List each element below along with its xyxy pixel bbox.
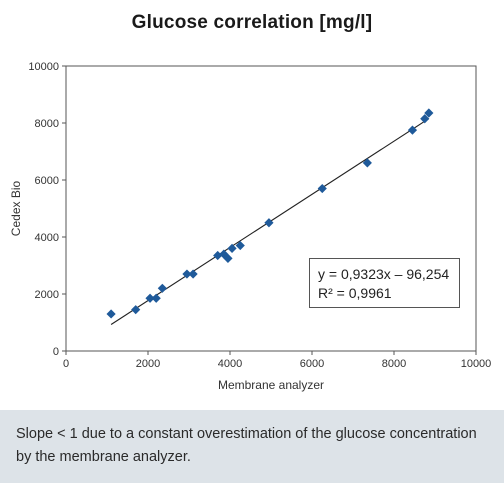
r-squared-value: R² = 0,9961 bbox=[318, 285, 392, 301]
data-point bbox=[188, 269, 198, 279]
y-tick-label: 0 bbox=[53, 346, 59, 358]
caption-panel: Slope < 1 due to a constant overestimati… bbox=[0, 410, 504, 483]
x-tick-label: 8000 bbox=[382, 358, 406, 370]
data-point bbox=[264, 218, 274, 228]
chart-figure: Glucose correlation [mg/l] 0 2000 4000 6000… bbox=[9, 12, 492, 392]
x-tick-label: 0 bbox=[63, 358, 69, 370]
data-point bbox=[420, 114, 430, 124]
y-tick-label: 6000 bbox=[35, 175, 59, 187]
data-point bbox=[182, 269, 192, 279]
y-tick-label: 2000 bbox=[35, 289, 59, 301]
regression-equation-box: y = 0,9323x – 96,254 R² = 0,9961 bbox=[309, 258, 460, 308]
data-point bbox=[407, 125, 418, 135]
y-tick-label: 4000 bbox=[35, 232, 59, 244]
caption-text: Slope < 1 due to a constant overestimati… bbox=[16, 426, 477, 465]
data-point bbox=[157, 283, 167, 293]
data-point bbox=[145, 293, 155, 303]
y-tick-label: 10000 bbox=[28, 61, 59, 73]
data-point bbox=[213, 250, 223, 261]
data-point bbox=[424, 108, 434, 118]
x-tick-label: 6000 bbox=[300, 358, 324, 370]
data-point bbox=[219, 249, 229, 259]
data-point bbox=[106, 309, 116, 319]
x-tick-label: 4000 bbox=[218, 358, 242, 370]
x-tick-label: 2000 bbox=[136, 358, 160, 370]
x-tick-label: 10000 bbox=[461, 358, 492, 370]
y-axis-label: Cedex Bio bbox=[9, 180, 23, 236]
data-point bbox=[223, 253, 233, 263]
regression-equation: y = 0,9323x – 96,254 bbox=[318, 266, 450, 282]
plot-frame bbox=[65, 65, 477, 352]
data-point bbox=[131, 305, 141, 315]
data-point bbox=[151, 293, 161, 303]
y-tick-label: 8000 bbox=[35, 118, 59, 130]
data-point bbox=[362, 158, 372, 168]
data-point bbox=[227, 243, 237, 253]
scatter-plot: 0 2000 4000 6000 8000 10000 0 2000 4000 6000 8000 1… bbox=[9, 61, 492, 392]
x-axis-label: Membrane analyzer bbox=[218, 378, 324, 392]
chart-title: Glucose correlation [mg/l] bbox=[131, 12, 373, 33]
data-point bbox=[317, 183, 327, 194]
data-point bbox=[235, 240, 245, 251]
